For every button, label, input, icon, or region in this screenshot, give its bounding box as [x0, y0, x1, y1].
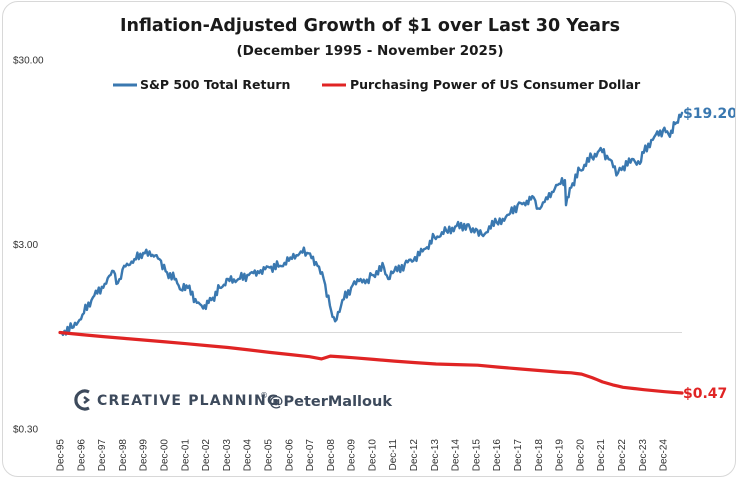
- series-group: [58, 111, 684, 395]
- x-tick-label: Dec-07: [305, 439, 316, 472]
- chart-title: Inflation-Adjusted Growth of $1 over Las…: [120, 16, 620, 36]
- x-tick-label: Dec-97: [97, 439, 108, 472]
- series-line-sp500: [58, 111, 684, 337]
- x-tick-label: Dec-20: [575, 439, 586, 472]
- x-axis: Dec-95 Dec-96 Dec-97 Dec-98 Dec-99 Dec-00 Dec-…: [56, 439, 670, 472]
- x-tick-label: Dec-06: [284, 439, 295, 472]
- x-tick-label: Dec-96: [76, 439, 87, 472]
- x-tick-label: Dec-09: [347, 439, 358, 472]
- x-tick-label: Dec-10: [367, 439, 378, 472]
- creative-planning-logo-icon: [74, 389, 90, 411]
- registered-mark: ®: [260, 391, 268, 400]
- y-axis: $30.00 $3.00 $0.30: [13, 56, 44, 436]
- end-label-sp500: $19.20: [683, 106, 736, 122]
- x-tick-label: Dec-03: [222, 439, 233, 472]
- x-tick-label: Dec-17: [513, 439, 524, 472]
- x-tick-label: Dec-14: [451, 439, 462, 472]
- x-tick-label: Dec-16: [492, 439, 503, 472]
- legend-label-sp500: S&P 500 Total Return: [140, 77, 290, 92]
- x-tick-label: Dec-98: [118, 439, 129, 472]
- legend: S&P 500 Total Return Purchasing Power of…: [113, 77, 641, 92]
- y-tick-label: $0.30: [13, 425, 38, 436]
- x-tick-label: Dec-02: [201, 439, 212, 472]
- x-tick-label: Dec-04: [243, 439, 254, 472]
- x-tick-label: Dec-12: [409, 439, 420, 472]
- creative-planning-watermark: CREATIVE PLANNING ® @PeterMallouk: [74, 389, 392, 411]
- twitter-handle: @PeterMallouk: [269, 394, 392, 410]
- x-tick-label: Dec-21: [596, 439, 607, 472]
- x-tick-label: Dec-11: [388, 439, 399, 471]
- line-chart: Inflation-Adjusted Growth of $1 over Las…: [13, 16, 736, 472]
- x-tick-label: Dec-24: [659, 439, 670, 472]
- x-tick-label: Dec-23: [638, 439, 649, 472]
- x-tick-label: Dec-22: [617, 439, 628, 472]
- x-tick-label: Dec-99: [139, 439, 150, 472]
- x-tick-label: Dec-95: [56, 439, 67, 472]
- x-tick-label: Dec-00: [159, 439, 170, 472]
- x-tick-label: Dec-01: [180, 439, 191, 472]
- chart-subtitle: (December 1995 - November 2025): [236, 43, 503, 59]
- x-tick-label: Dec-18: [534, 439, 545, 472]
- x-tick-label: Dec-15: [471, 439, 482, 472]
- y-tick-label: $3.00: [13, 240, 38, 251]
- legend-label-dollar: Purchasing Power of US Consumer Dollar: [350, 77, 641, 92]
- end-label-dollar: $0.47: [683, 386, 727, 402]
- y-tick-label: $30.00: [13, 56, 44, 67]
- brand-name: CREATIVE PLANNING: [97, 393, 280, 409]
- x-tick-label: Dec-19: [555, 439, 566, 472]
- x-tick-label: Dec-13: [430, 439, 441, 472]
- series-line-dollar: [58, 330, 684, 395]
- end-labels: $19.20 $0.47: [683, 106, 736, 402]
- x-tick-label: Dec-08: [326, 439, 337, 472]
- x-tick-label: Dec-05: [263, 439, 274, 472]
